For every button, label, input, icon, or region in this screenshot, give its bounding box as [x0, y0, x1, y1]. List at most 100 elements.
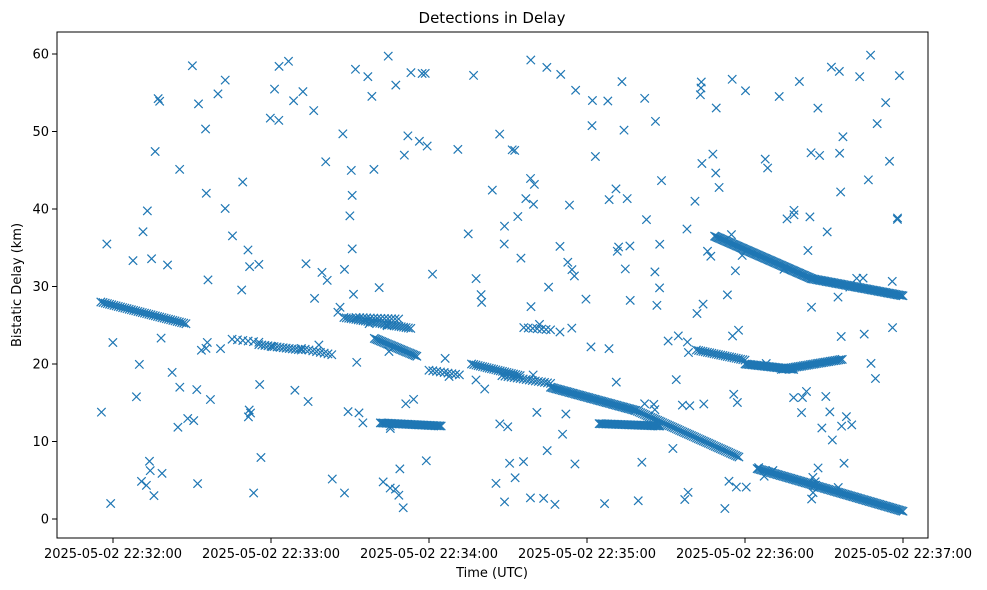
data-point	[436, 421, 446, 431]
data-point	[385, 483, 395, 493]
data-point	[409, 350, 419, 360]
data-point	[763, 163, 773, 173]
data-point	[732, 397, 742, 408]
data-point	[274, 115, 284, 125]
data-point	[385, 423, 395, 434]
data-point	[633, 496, 643, 506]
data-point	[391, 80, 401, 90]
data-point	[528, 199, 539, 209]
x-axis: 2025-05-02 22:32:00 2025-05-02 22:33:00 20…	[44, 538, 972, 562]
data-point	[372, 313, 382, 323]
data-point	[499, 497, 510, 507]
data-point	[836, 187, 846, 197]
data-point	[541, 324, 551, 335]
data-point	[898, 291, 908, 301]
data-point	[175, 164, 185, 174]
x-tick-label: 2025-05-02 22:32:00	[44, 547, 182, 562]
data-point	[300, 344, 310, 354]
data-point	[525, 173, 536, 184]
data-point	[394, 490, 404, 500]
data-point	[499, 239, 509, 249]
data-point	[782, 214, 792, 224]
y-axis: 0 10 20 30 40 50 60	[32, 48, 57, 528]
data-point	[521, 194, 531, 204]
data-point	[491, 478, 501, 488]
data-point	[720, 503, 730, 514]
data-point	[808, 488, 818, 498]
y-tick-label: 20	[32, 358, 49, 373]
data-point	[611, 184, 621, 194]
data-point	[639, 399, 650, 409]
data-point	[834, 148, 845, 158]
data-point	[619, 125, 629, 135]
data-point	[794, 76, 805, 87]
data-point	[833, 482, 843, 493]
data-point	[564, 200, 575, 210]
data-point	[821, 391, 831, 402]
data-point	[309, 105, 319, 116]
data-point	[290, 385, 300, 395]
data-point	[193, 99, 204, 109]
data-point	[528, 370, 538, 380]
data-point	[525, 493, 536, 503]
data-point	[692, 308, 702, 319]
data-point	[827, 435, 837, 445]
data-point	[192, 478, 203, 489]
data-point	[201, 343, 211, 353]
data-point	[892, 213, 903, 223]
data-point	[477, 297, 487, 307]
data-point	[650, 116, 661, 126]
data-point	[283, 56, 294, 66]
data-point	[836, 331, 846, 342]
data-point	[202, 337, 212, 348]
data-point	[810, 480, 821, 490]
data-point	[611, 377, 621, 387]
data-point	[309, 293, 320, 303]
data-point	[702, 246, 713, 256]
data-point	[683, 487, 693, 497]
data-point	[656, 175, 667, 186]
data-point	[311, 346, 322, 357]
data-point	[323, 349, 333, 359]
data-point	[740, 86, 751, 96]
data-point	[557, 429, 568, 439]
data-point	[422, 141, 432, 151]
data-point	[706, 251, 716, 261]
y-tick-label: 30	[32, 280, 49, 295]
data-point	[256, 452, 266, 463]
data-point	[567, 323, 577, 333]
data-point	[825, 407, 835, 417]
data-point	[374, 283, 384, 293]
data-point	[801, 386, 812, 397]
data-point	[249, 488, 259, 498]
data-point	[406, 323, 416, 333]
data-point	[526, 301, 536, 312]
data-point	[587, 121, 597, 131]
data-point	[677, 400, 688, 410]
data-point	[847, 420, 857, 430]
data-point	[417, 68, 427, 79]
data-point	[555, 241, 565, 252]
data-point	[141, 480, 152, 490]
data-point	[813, 463, 823, 473]
data-point	[192, 384, 202, 395]
data-point	[196, 345, 207, 355]
data-point	[690, 196, 700, 206]
data-point	[304, 345, 314, 355]
data-point	[513, 211, 523, 222]
data-point	[510, 145, 520, 156]
data-point	[183, 413, 193, 424]
data-point	[345, 211, 355, 221]
data-point	[555, 327, 565, 337]
data-point	[383, 51, 393, 61]
data-point	[859, 329, 869, 339]
data-point	[476, 290, 486, 300]
data-point	[529, 179, 540, 190]
data-point	[731, 482, 741, 492]
data-point	[680, 494, 690, 505]
data-point	[138, 227, 148, 237]
data-point	[894, 71, 905, 81]
data-point	[369, 164, 379, 174]
data-point	[468, 70, 479, 81]
data-point	[96, 407, 107, 417]
